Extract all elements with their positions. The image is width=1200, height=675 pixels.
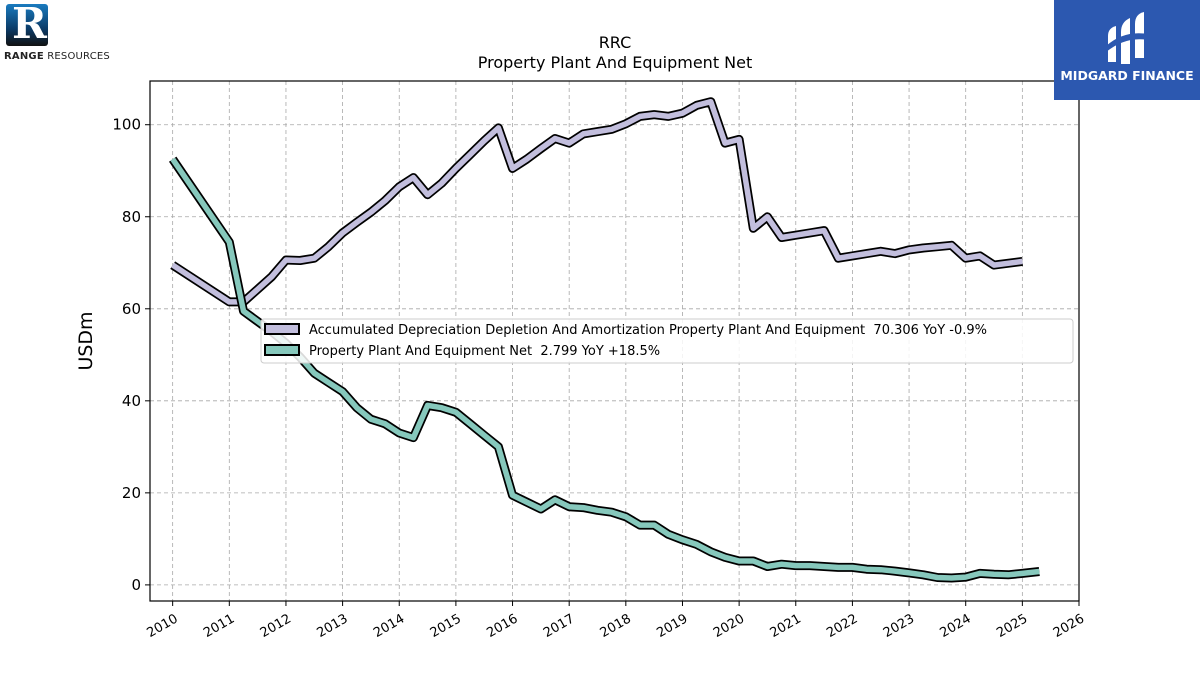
legend-swatch-series-2	[264, 344, 300, 356]
series-2-line	[170, 157, 1040, 581]
x-tick-label: 2011	[201, 611, 237, 641]
chart-subtitle: Property Plant And Equipment Net	[478, 53, 753, 72]
x-tick-label: 2021	[768, 611, 804, 641]
series-1-line	[171, 98, 1023, 305]
range-resources-mark-icon: R	[6, 1, 48, 47]
x-tick-label: 2015	[428, 611, 464, 641]
y-axis: 0 20 40 60 80 100	[112, 116, 150, 594]
x-tick-label: 2017	[541, 611, 577, 641]
series-lines	[168, 97, 1040, 583]
y-tick-label: 80	[122, 208, 141, 226]
x-tick-label: 2018	[598, 611, 634, 641]
midgard-finance-wordmark: MIDGARD FINANCE	[1060, 68, 1194, 83]
x-tick-label: 2014	[371, 611, 407, 641]
x-tick-label: 2023	[881, 611, 917, 641]
legend-swatch-series-1	[264, 323, 300, 335]
x-tick-label: 2025	[994, 611, 1030, 641]
x-tick-label: 2019	[654, 611, 690, 641]
x-tick-label: 2020	[711, 611, 747, 641]
x-tick-label: 2016	[484, 611, 520, 641]
y-tick-label: 100	[112, 116, 141, 134]
legend-box	[260, 318, 1074, 364]
range-resources-logo: R RANGE RESOURCES	[4, 1, 124, 66]
plot-frame	[149, 80, 1080, 602]
x-axis: 2010 2011 2012 2013 2014 2015 2016 2017 2018 2019…	[144, 601, 1087, 641]
legend: Accumulated Depreciation Depletion And A…	[260, 318, 1074, 364]
chart-title: RRC	[599, 33, 632, 52]
legend-label-series-1: Accumulated Depreciation Depletion And A…	[309, 323, 987, 338]
x-tick-label: 2026	[1051, 611, 1087, 641]
x-tick-label: 2012	[258, 611, 294, 641]
x-tick-label: 2024	[938, 611, 974, 641]
y-tick-label: 0	[131, 576, 141, 594]
y-tick-label: 40	[122, 392, 141, 410]
y-tick-label: 60	[122, 300, 141, 318]
range-resources-wordmark: RANGE RESOURCES	[4, 51, 110, 62]
x-tick-label: 2013	[314, 611, 350, 641]
x-tick-label: 2010	[144, 611, 180, 641]
y-tick-label: 20	[122, 484, 141, 502]
legend-label-series-2: Property Plant And Equipment Net 2.799 Y…	[309, 344, 660, 359]
midgard-finance-mark-icon	[1106, 12, 1148, 64]
x-tick-label: 2022	[824, 611, 860, 641]
midgard-finance-logo: MIDGARD FINANCE	[1054, 0, 1200, 100]
y-axis-label: USDm	[75, 311, 97, 370]
